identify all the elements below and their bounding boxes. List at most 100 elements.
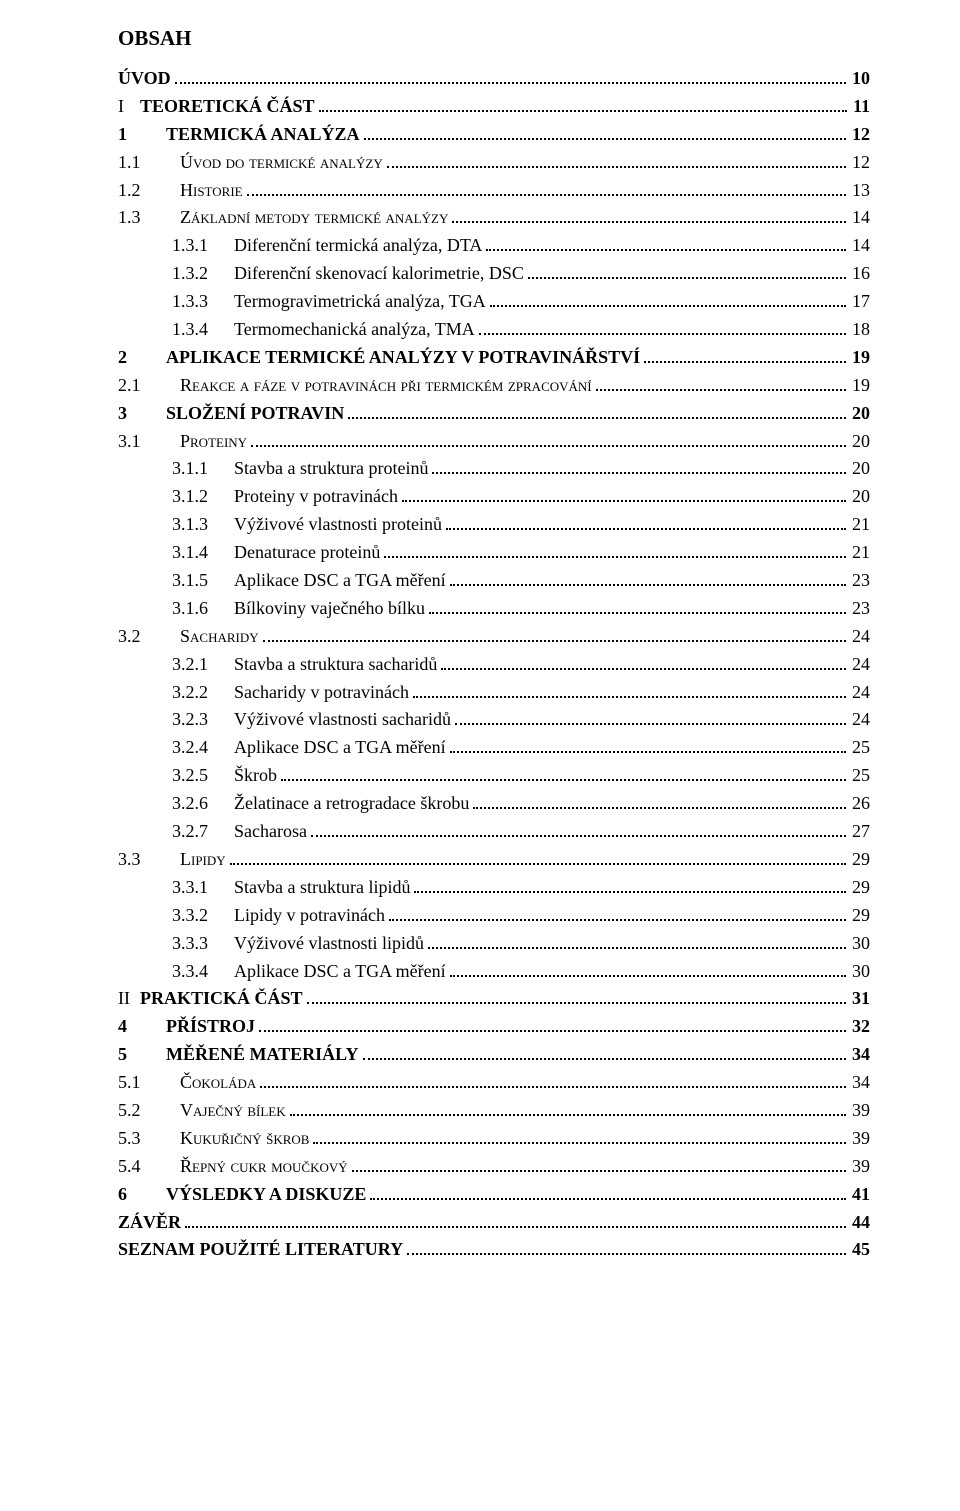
toc-entry-label: Lipidy: [180, 846, 226, 874]
toc-entry-page: 44: [850, 1209, 870, 1237]
toc-entry: 3.1Proteiny20: [118, 428, 870, 456]
toc-entry-page: 41: [850, 1181, 870, 1209]
toc-entry-label: APLIKACE TERMICKÉ ANALÝZY V POTRAVINÁŘST…: [166, 344, 640, 372]
toc-entry-page: 10: [850, 65, 870, 93]
toc-entry-number: 3.2.1: [172, 651, 230, 679]
toc-entry-page: 16: [850, 260, 870, 288]
toc-entry-number: 3.2.3: [172, 706, 230, 734]
toc-entry-page: 11: [851, 93, 870, 121]
toc-entry: 5.1Čokoláda34: [118, 1069, 870, 1097]
toc-entry-label: Aplikace DSC a TGA měření: [234, 567, 446, 595]
toc-leader-dots: [450, 964, 846, 977]
toc-entry-page: 29: [850, 846, 870, 874]
toc-entry-page: 24: [850, 623, 870, 651]
toc-leader-dots: [452, 211, 846, 224]
toc-entry-number: 1: [118, 121, 148, 149]
toc-leader-dots: [389, 908, 846, 921]
toc-leader-dots: [486, 239, 846, 252]
toc-entry-label: ZÁVĚR: [118, 1209, 181, 1237]
toc-entry-number: 3.1.4: [172, 539, 230, 567]
toc-page: OBSAH ÚVOD10ITEORETICKÁ ČÁST111TERMICKÁ …: [0, 0, 960, 1290]
toc-entry-label: VÝSLEDKY A DISKUZE: [166, 1181, 366, 1209]
toc-entry-number: 3.3.3: [172, 930, 230, 958]
toc-list: ÚVOD10ITEORETICKÁ ČÁST111TERMICKÁ ANALÝZ…: [118, 65, 870, 1264]
toc-entry-number: 1.1: [118, 149, 172, 177]
toc-entry-label: Úvod do termické analýzy: [180, 149, 383, 177]
toc-entry-label: Lipidy v potravinách: [234, 902, 385, 930]
toc-entry-number: 3.2.5: [172, 762, 230, 790]
toc-entry-label: Želatinace a retrogradace škrobu: [234, 790, 469, 818]
toc-entry-page: 21: [850, 539, 870, 567]
toc-entry-label: MĚŘENÉ MATERIÁLY: [166, 1041, 359, 1069]
toc-entry-page: 20: [850, 455, 870, 483]
toc-entry-label: SEZNAM POUŽITÉ LITERATURY: [118, 1236, 403, 1264]
toc-entry: 1.2Historie13: [118, 177, 870, 205]
toc-entry-page: 14: [850, 204, 870, 232]
toc-entry: 4PŘÍSTROJ32: [118, 1013, 870, 1041]
toc-entry-number: 3.1.6: [172, 595, 230, 623]
toc-entry-number: 3.3.4: [172, 958, 230, 986]
toc-leader-dots: [251, 434, 846, 447]
toc-entry-label: Termomechanická analýza, TMA: [234, 316, 475, 344]
toc-entry-page: 19: [850, 372, 870, 400]
toc-leader-dots: [413, 685, 846, 698]
toc-entry-label: ÚVOD: [118, 65, 171, 93]
toc-entry-label: Stavba a struktura proteinů: [234, 455, 428, 483]
toc-leader-dots: [311, 824, 846, 837]
toc-entry-number: 1.3: [118, 204, 172, 232]
toc-entry-number: 1.2: [118, 177, 172, 205]
toc-entry: 3SLOŽENÍ POTRAVIN20: [118, 400, 870, 428]
toc-entry-label: Řepný cukr moučkový: [180, 1153, 348, 1181]
toc-leader-dots: [473, 796, 846, 809]
toc-entry-page: 32: [850, 1013, 870, 1041]
toc-entry: 3.1.5Aplikace DSC a TGA měření23: [172, 567, 870, 595]
toc-leader-dots: [446, 517, 846, 530]
toc-entry-page: 21: [850, 511, 870, 539]
toc-entry-label: Bílkoviny vaječného bílku: [234, 595, 425, 623]
toc-leader-dots: [364, 127, 846, 140]
toc-leader-dots: [175, 71, 846, 84]
toc-entry-number: 3.1.1: [172, 455, 230, 483]
toc-entry-label: Výživové vlastnosti lipidů: [234, 930, 424, 958]
toc-entry: 5.3Kukuřičný škrob39: [118, 1125, 870, 1153]
toc-entry: ZÁVĚR 44: [118, 1209, 870, 1237]
toc-entry-page: 25: [850, 734, 870, 762]
toc-entry-page: 45: [850, 1236, 870, 1264]
toc-entry-label: Reakce a fáze v potravinách při termické…: [180, 372, 592, 400]
toc-entry: 3.2.6Želatinace a retrogradace škrobu26: [172, 790, 870, 818]
toc-entry-page: 30: [850, 958, 870, 986]
toc-entry: 3.1.6Bílkoviny vaječného bílku23: [172, 595, 870, 623]
toc-entry: 3.2.4Aplikace DSC a TGA měření25: [172, 734, 870, 762]
toc-entry-page: 19: [850, 344, 870, 372]
toc-leader-dots: [319, 99, 847, 112]
toc-entry: 1.3.1Diferenční termická analýza, DTA14: [172, 232, 870, 260]
toc-entry-label: Diferenční skenovací kalorimetrie, DSC: [234, 260, 524, 288]
toc-entry-number: 3.3.1: [172, 874, 230, 902]
toc-entry-label: TERMICKÁ ANALÝZA: [166, 121, 360, 149]
toc-entry-number: 5.3: [118, 1125, 172, 1153]
toc-leader-dots: [407, 1243, 846, 1256]
toc-entry: 1TERMICKÁ ANALÝZA12: [118, 121, 870, 149]
toc-leader-dots: [450, 741, 846, 754]
toc-entry-label: Vaječný bílek: [180, 1097, 286, 1125]
toc-entry-page: 20: [850, 400, 870, 428]
toc-entry-number: 4: [118, 1013, 148, 1041]
toc-entry-label: Diferenční termická analýza, DTA: [234, 232, 482, 260]
toc-leader-dots: [441, 657, 846, 670]
toc-entry-number: 2: [118, 344, 148, 372]
toc-entry-number: 3.3.2: [172, 902, 230, 930]
toc-entry-page: 24: [850, 706, 870, 734]
toc-entry-label: Stavba a struktura lipidů: [234, 874, 410, 902]
toc-leader-dots: [313, 1131, 846, 1144]
toc-entry-number: 3.2.2: [172, 679, 230, 707]
toc-entry-number: 3.1.5: [172, 567, 230, 595]
toc-entry-number: 6: [118, 1181, 148, 1209]
toc-leader-dots: [348, 406, 846, 419]
toc-entry-label: Sacharosa: [234, 818, 307, 846]
toc-title: OBSAH: [118, 26, 870, 51]
toc-entry: 3.2.5Škrob25: [172, 762, 870, 790]
toc-entry-page: 20: [850, 483, 870, 511]
toc-entry-page: 39: [850, 1125, 870, 1153]
toc-leader-dots: [450, 573, 846, 586]
toc-entry-page: 17: [850, 288, 870, 316]
